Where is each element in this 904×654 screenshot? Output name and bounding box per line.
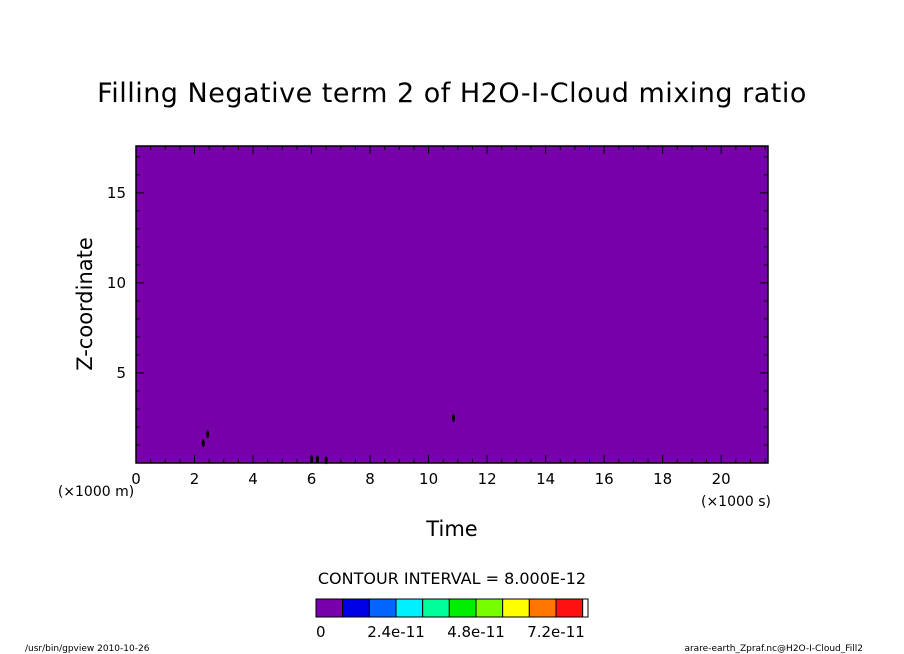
colorbar-end (582, 598, 589, 618)
plot-field (136, 146, 768, 463)
x-tick-label: 14 (536, 470, 555, 488)
x-tick-label: 6 (307, 470, 317, 488)
colorbar-swatch (448, 598, 477, 618)
x-tick-label: 12 (478, 470, 497, 488)
footer-left: /usr/bin/gpview 2010-10-26 (25, 644, 150, 654)
y-tick-label: 15 (107, 184, 126, 202)
colorbar-swatch (528, 598, 557, 618)
y-ticks-group: 5 10 15 (107, 156, 768, 464)
x-tick-label: 10 (419, 470, 438, 488)
x-tick-label: 18 (653, 470, 672, 488)
colorbar-swatch (555, 598, 584, 618)
x-tick-label: 8 (365, 470, 375, 488)
x-tick-label: 2 (190, 470, 200, 488)
y-tick-label: 5 (116, 364, 126, 382)
x-axis-label: Time (425, 517, 477, 541)
chart-title: Filling Negative term 2 of H2O-I-Cloud m… (97, 78, 807, 109)
contour-feature-5 (451, 413, 455, 422)
colorbar-label: 7.2e-11 (527, 623, 585, 641)
colorbar-swatch (422, 598, 450, 618)
colorbar-swatch (475, 598, 504, 618)
x-tick-label: 16 (595, 470, 614, 488)
colorbar-swatch (502, 598, 530, 618)
y-axis-unit: (×1000 m) (58, 484, 134, 500)
colorbar-labels: 0 2.4e-11 4.8e-11 7.2e-11 (316, 623, 585, 641)
y-axis-label: Z-coordinate (73, 237, 97, 371)
x-ticks-group: 0 2 4 6 8 10 12 14 16 18 20 (131, 146, 766, 488)
x-axis-unit: (×1000 s) (701, 494, 771, 510)
colorbar-swatch (315, 598, 344, 618)
colorbar-swatch (342, 598, 370, 618)
colorbar-label: 2.4e-11 (367, 623, 425, 641)
plot-frame (135, 145, 769, 464)
colorbar-swatch (395, 598, 424, 618)
contour-feature-0 (201, 439, 205, 448)
features-group (201, 413, 455, 465)
contour-feature-1 (206, 430, 210, 439)
colorbar-label: 4.8e-11 (447, 623, 505, 641)
footer-right: arare-earth_Zpraf.nc@H2O-I-Cloud_Fill2 (684, 644, 863, 654)
contour-interval-label: CONTOUR INTERVAL = 8.000E-12 (318, 569, 586, 588)
x-tick-label: 0 (131, 470, 141, 488)
x-tick-label: 20 (712, 470, 731, 488)
contour-feature-3 (315, 455, 319, 464)
x-tick-label: 4 (248, 470, 258, 488)
colorbar-label: 0 (316, 623, 326, 641)
colorbar (315, 598, 589, 618)
y-tick-label: 10 (107, 274, 126, 292)
colorbar-swatch (368, 598, 397, 618)
